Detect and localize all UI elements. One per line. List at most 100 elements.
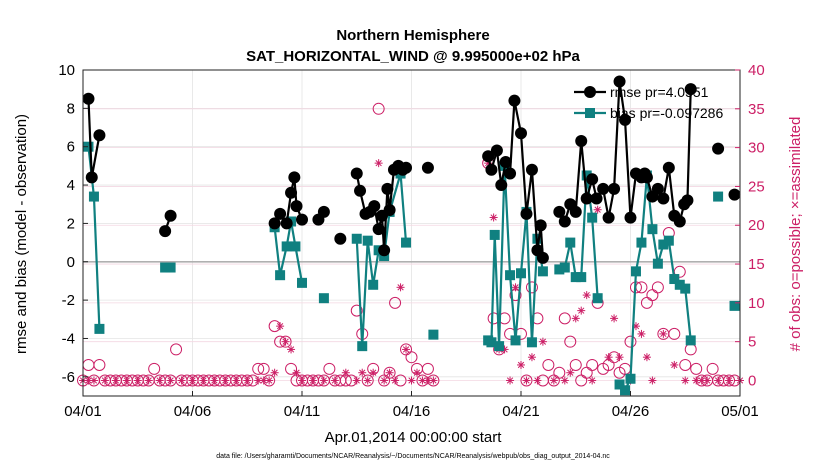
obs-assimilated-marker (281, 337, 290, 346)
obs-assimilated-marker (522, 376, 531, 385)
rmse-point (520, 207, 533, 220)
rmse-point (490, 144, 503, 157)
rmse-point (684, 83, 697, 96)
rmse-point (268, 217, 281, 230)
rmse-point (82, 92, 95, 105)
obs-assimilated-marker (270, 368, 279, 377)
obs-assimilated-stroke (189, 377, 196, 384)
obs-assimilated-stroke (517, 361, 525, 369)
obs-assimilated-marker (287, 345, 296, 354)
obs-assimilated-marker (703, 376, 712, 385)
rmse-point (400, 161, 413, 174)
bias-point (94, 323, 105, 334)
right-y-tick-label: 30 (748, 140, 765, 157)
rmse-point (575, 134, 588, 147)
rmse-point (381, 182, 394, 195)
obs-assimilated-marker (243, 376, 252, 385)
rmse-point (495, 179, 508, 192)
chart-subtitle: SAT_HORIZONTAL_WIND @ 9.995000e+02 hPa (246, 48, 580, 65)
bias-point (290, 241, 301, 252)
bias-point (614, 379, 625, 390)
obs-assimilated-marker (527, 353, 536, 362)
obs-possible-marker (241, 374, 254, 387)
obs-assimilated-stroke (616, 354, 623, 361)
obs-assimilated-stroke (386, 369, 393, 376)
obs-assimilated-marker (166, 376, 175, 385)
right-y-axis-ticks: 0 5 10 15 20 25 30 35 40 (735, 62, 765, 389)
rmse-point (640, 171, 653, 184)
rmse-point (681, 194, 694, 207)
right-y-axis-label: # of obs: o=possible; ×=assimilated (787, 117, 804, 352)
obs-assimilated-marker (133, 376, 142, 385)
observation-count-markers (77, 102, 744, 387)
obs-possible-marker (405, 351, 418, 364)
obs-assimilated-stroke (260, 377, 267, 384)
obs-assimilated-marker (177, 376, 186, 385)
obs-assimilated-stroke (567, 369, 574, 376)
right-y-tick-label: 10 (748, 295, 765, 312)
rmse-point (296, 213, 308, 226)
obs-assimilated-marker (511, 283, 520, 292)
left-y-axis-ticks: -6 -4 -2 0 2 4 6 8 10 (58, 62, 88, 386)
obs-assimilated-marker (577, 306, 586, 315)
obs-assimilated-stroke (244, 377, 251, 384)
obs-assimilated-stroke (605, 354, 612, 361)
obs-assimilated-stroke (370, 369, 377, 376)
rmse-point (673, 215, 686, 228)
x-tick-label: 04/11 (284, 403, 320, 420)
obs-assimilated-marker (122, 376, 131, 385)
obs-assimilated-marker (670, 360, 679, 369)
bias-point (510, 335, 521, 346)
obs-possible-marker (361, 374, 374, 387)
obs-assimilated-marker (380, 376, 389, 385)
obs-assimilated-marker (604, 353, 613, 362)
rmse-point (378, 244, 391, 257)
obs-possible-marker (684, 343, 697, 356)
obs-assimilated-marker (352, 376, 361, 385)
x-tick-label: 04/26 (612, 403, 650, 420)
obs-assimilated-marker (144, 376, 153, 385)
obs-assimilated-marker (330, 376, 339, 385)
bias-point (713, 191, 724, 202)
legend: rmse pr=4.0551 bias pr=-0.097286 (574, 84, 723, 121)
rmse-point (657, 192, 670, 205)
bias-point (636, 237, 647, 248)
left-y-tick-label: 0 (67, 254, 75, 271)
left-y-tick-label: 8 (67, 100, 75, 117)
obs-assimilated-marker (385, 368, 394, 377)
rmse-point (536, 251, 549, 264)
bias-point (428, 329, 439, 340)
rmse-point (159, 225, 172, 238)
right-y-tick-label: 15 (748, 256, 765, 273)
obs-assimilated-stroke (359, 369, 366, 376)
obs-assimilated-stroke (178, 377, 185, 384)
obs-assimilated-stroke (167, 377, 174, 384)
obs-assimilated-marker (308, 376, 317, 385)
obs-assimilated-marker (566, 368, 575, 377)
rmse-point (613, 75, 626, 88)
legend-bias-marker (585, 108, 595, 118)
obs-assimilated-stroke (594, 206, 601, 213)
obs-assimilated-stroke (265, 377, 273, 384)
x-tick-label: 04/21 (502, 403, 540, 420)
obs-assimilated-marker (429, 376, 438, 385)
obs-assimilated-marker (533, 376, 542, 385)
obs-assimilated-marker (319, 376, 328, 385)
rmse-point (288, 171, 301, 184)
obs-assimilated-stroke (660, 330, 667, 338)
rmse-point (421, 161, 434, 174)
obs-assimilated-marker (489, 213, 498, 222)
rmse-point (619, 113, 632, 126)
obs-assimilated-marker (391, 376, 400, 385)
bias-point (663, 235, 674, 246)
rmse-point (712, 142, 725, 155)
bias-point (587, 212, 598, 223)
rmse-point (569, 205, 582, 218)
obs-assimilated-stroke (134, 377, 141, 384)
left-y-tick-label: -2 (62, 292, 75, 309)
obs-assimilated-marker (593, 205, 602, 214)
obs-assimilated-stroke (85, 377, 92, 384)
obs-possible-marker (82, 358, 95, 371)
obs-assimilated-stroke (490, 214, 497, 221)
obs-assimilated-stroke (671, 361, 678, 369)
